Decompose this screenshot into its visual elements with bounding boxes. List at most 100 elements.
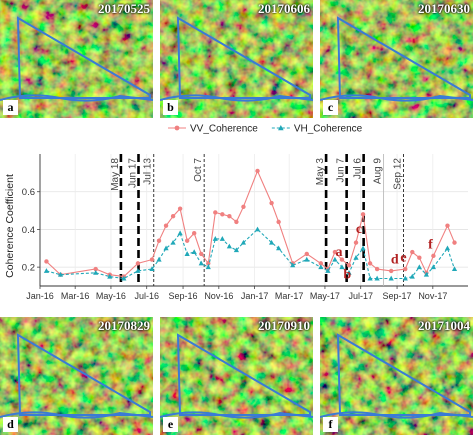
y-axis-label: Coherence Coefficient	[4, 174, 16, 278]
vv-point	[255, 168, 260, 174]
vh-point	[156, 256, 162, 262]
panel-letter: a	[3, 100, 18, 115]
panel-letter: d	[3, 417, 18, 432]
plot-area: 0.2 0.4 0.6 Jan-16 Mar-16 May-16 Jul-16 Sep-16 N…	[22, 154, 468, 301]
vv-point	[199, 251, 204, 257]
vv-point	[156, 238, 162, 243]
vv-point	[353, 240, 359, 245]
panel-annotation: f	[428, 237, 433, 252]
vh-point	[191, 249, 197, 255]
vh-point	[268, 239, 275, 245]
vh-point	[325, 268, 331, 273]
sar-image-a	[0, 0, 153, 118]
vh-point	[374, 275, 380, 281]
vv-point	[332, 249, 338, 255]
vh-point	[212, 236, 218, 241]
x-tick-label: Jul-17	[348, 291, 373, 301]
panel-date: 20170630	[418, 1, 470, 16]
panel-annotation: b	[343, 267, 351, 282]
legend-key-marker	[278, 125, 284, 131]
vv-point	[318, 261, 324, 266]
image-panel-b: 20170606 b	[160, 0, 313, 118]
image-panel-f: 20171004 f	[320, 317, 473, 435]
vh-point	[163, 245, 169, 251]
vh-point	[339, 264, 345, 270]
image-panel-c: 20170630 c	[320, 0, 473, 118]
panel-annotation: a	[336, 245, 343, 260]
panel-letter: f	[323, 417, 338, 432]
vh-point	[240, 239, 247, 245]
vv-point	[213, 210, 218, 215]
vv-point	[360, 212, 366, 217]
legend-label: VV_Coherence	[190, 124, 258, 135]
y-tick-label: 0.6	[22, 187, 35, 198]
x-tick-label: Jan-16	[26, 291, 54, 301]
vv-point	[177, 206, 183, 211]
vv-point	[44, 259, 49, 264]
vh-point	[184, 251, 190, 256]
x-tick-label: Jan-17	[241, 291, 269, 301]
event-line-label: Oct 7	[193, 158, 204, 182]
vv-point	[163, 223, 169, 228]
event-line-label: Jul 13	[143, 158, 154, 185]
vh-point	[409, 273, 415, 279]
event-line-label: Jul 6	[353, 158, 364, 180]
vv-point	[170, 214, 176, 219]
vv-point	[452, 240, 457, 245]
vv-point	[431, 253, 436, 259]
series-line	[46, 169, 456, 278]
sar-image-d	[0, 317, 153, 435]
vv-point	[227, 214, 232, 219]
x-tick-label: May-17	[310, 291, 340, 301]
vh-point	[346, 270, 352, 275]
image-panel-a: 20170525 a	[0, 0, 153, 118]
legend-label: VH_Coherence	[294, 124, 363, 135]
vh-point	[430, 264, 437, 270]
vh-point	[198, 260, 204, 266]
panel-annotation: d	[391, 252, 399, 267]
vh-point	[107, 273, 113, 279]
panel-letter: b	[163, 100, 178, 115]
vh-point	[367, 275, 373, 281]
vh-point	[451, 266, 458, 272]
vv-point	[374, 266, 380, 272]
vv-point	[304, 251, 309, 257]
vv-point	[410, 249, 415, 255]
vh-point	[423, 271, 429, 277]
panel-annotation: c	[356, 222, 362, 237]
vh-point	[57, 271, 64, 277]
sar-image-f	[320, 317, 473, 435]
vv-point	[403, 266, 408, 272]
vv-point	[346, 263, 352, 268]
x-tick-label: Nov-16	[204, 291, 233, 301]
y-tick-label: 0.4	[22, 225, 35, 236]
vh-point	[444, 245, 451, 251]
vh-point	[43, 268, 50, 273]
vh-point	[233, 247, 240, 253]
vv-point	[269, 200, 274, 206]
vv-point	[93, 266, 98, 272]
panel-date: 20170910	[258, 318, 310, 333]
vh-point	[290, 262, 296, 268]
vh-point	[219, 236, 225, 241]
vh-point	[226, 243, 232, 249]
vv-point	[388, 268, 394, 274]
vh-point	[416, 264, 422, 270]
image-panel-d: 20170829 d	[0, 317, 153, 435]
vv-point	[367, 261, 373, 266]
vv-point	[135, 261, 141, 266]
legend-key-marker	[174, 125, 180, 131]
y-tick-label: 0.2	[22, 263, 35, 274]
event-line-label: Aug 9	[373, 158, 384, 185]
vh-point	[388, 275, 394, 281]
coherence-chart: VV_Coherence VH_Coherence 0.2 0.4 0.6 Jan-16…	[4, 124, 468, 301]
vh-point	[93, 270, 99, 275]
event-line-label: May 3	[315, 158, 326, 186]
event-line-label: May 18	[110, 158, 121, 191]
event-line-label: Jun 17	[127, 158, 138, 188]
vv-point	[184, 238, 190, 243]
vh-point	[121, 275, 127, 281]
vv-point	[234, 219, 239, 225]
x-tick-label: Sep-16	[169, 291, 198, 301]
x-tick-label: Mar-16	[61, 291, 90, 301]
